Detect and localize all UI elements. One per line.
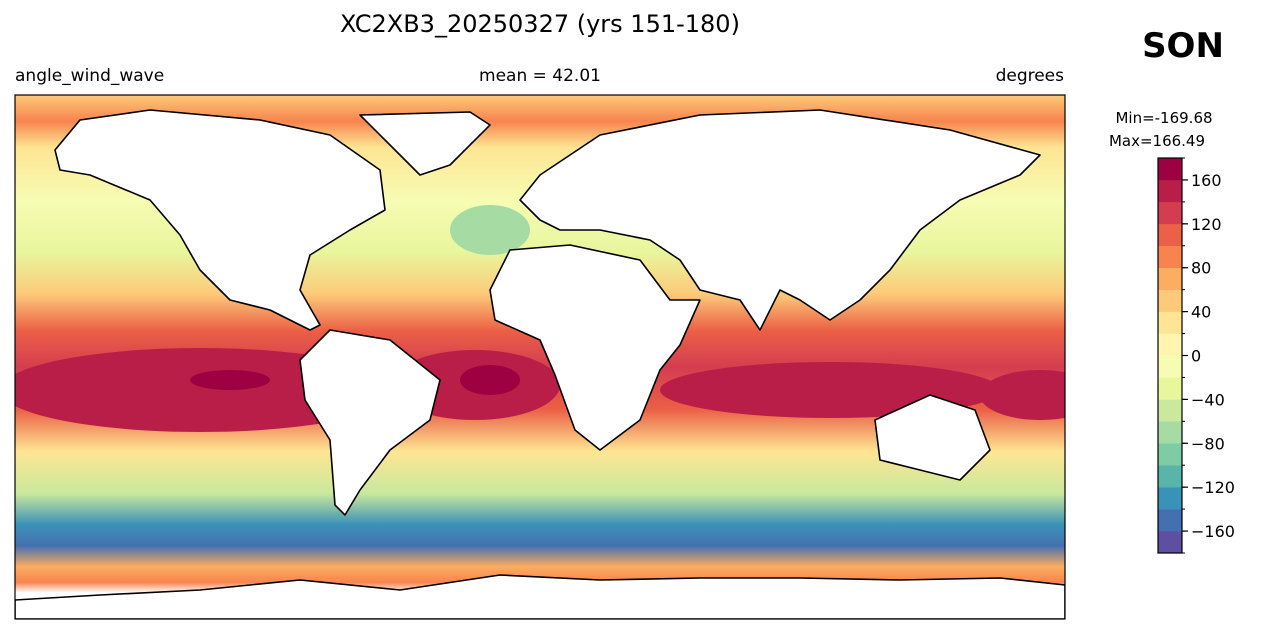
antarctica — [15, 574, 1065, 619]
map-field — [15, 95, 1065, 619]
colorbar-bin — [1157, 464, 1183, 488]
colorbar-bin — [1157, 399, 1183, 422]
season-label: SON — [1142, 26, 1224, 66]
variable-label: angle_wind_wave — [15, 66, 164, 86]
south-america — [299, 329, 441, 516]
colorbar-tick-label: 40 — [1191, 303, 1211, 322]
colorbar-tick-label: −80 — [1191, 434, 1225, 453]
colorbar-bin — [1157, 421, 1183, 444]
colorbar-bin — [1157, 333, 1183, 356]
colorbar-bin — [1157, 245, 1183, 268]
mean-label: mean = 42.01 — [479, 66, 601, 86]
australia — [874, 394, 991, 481]
colorbar-tick-label: 120 — [1191, 215, 1222, 234]
field-blob — [450, 205, 530, 255]
colorbar-tick-label: −120 — [1191, 478, 1235, 497]
greenland — [359, 111, 491, 176]
colorbar-tick-label: 80 — [1191, 259, 1211, 278]
colorbar-tick-label: 0 — [1191, 347, 1201, 366]
colorbar-bin — [1157, 486, 1183, 510]
colorbar-bin — [1157, 443, 1183, 466]
colorbar-bin — [1157, 223, 1183, 247]
units-label: degrees — [996, 66, 1065, 86]
colorbar-bin — [1157, 179, 1183, 203]
colorbar-bin — [1157, 157, 1183, 181]
eurasia — [519, 109, 1041, 331]
title: XC2XB3_20250327 (yrs 151-180) — [340, 10, 740, 38]
field-blob — [460, 365, 520, 395]
colorbar-bin — [1157, 355, 1183, 378]
colorbar: −160 −120 −80 −40 0 40 80 120 160 — [1157, 157, 1235, 554]
map-frame — [14, 94, 1066, 620]
colorbar-bin — [1157, 508, 1183, 532]
field-blob — [980, 370, 1065, 420]
colorbar-tick-label: −40 — [1191, 390, 1225, 409]
colorbar-bin — [1157, 311, 1183, 334]
field-blob — [190, 370, 270, 390]
max-label: Max=166.49 — [1109, 132, 1205, 150]
colorbar-bin — [1157, 289, 1183, 312]
colorbar-bin — [1157, 530, 1183, 554]
colorbar-bin — [1157, 377, 1183, 400]
colorbar-tick-label: 160 — [1191, 171, 1222, 190]
continents — [15, 109, 1065, 619]
min-label: Min=-169.68 — [1115, 109, 1212, 127]
colorbar-tick-label: −160 — [1191, 522, 1235, 541]
north-america — [54, 109, 386, 331]
colorbar-frame — [1157, 157, 1183, 554]
colorbar-bin — [1157, 267, 1183, 290]
africa — [489, 244, 701, 451]
colorbar-bin — [1157, 201, 1183, 225]
